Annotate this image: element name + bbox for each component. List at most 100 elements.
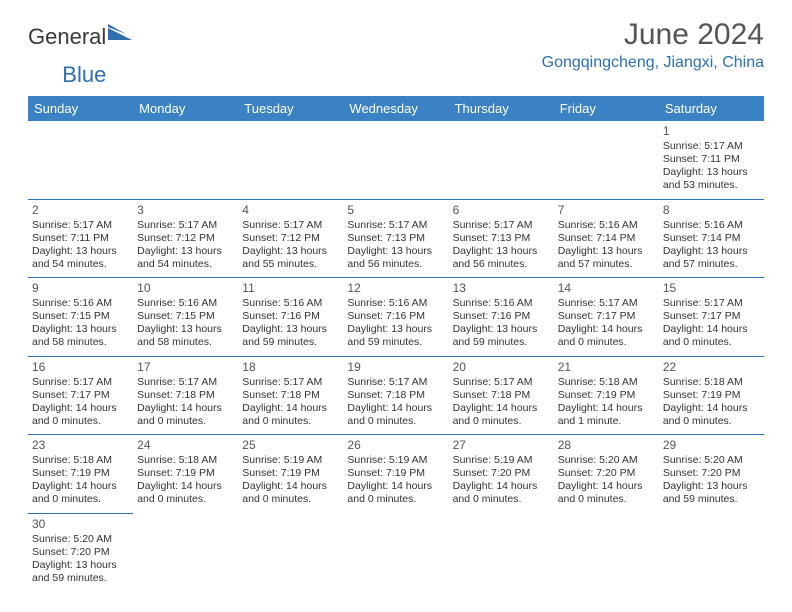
daylight-text: Daylight: 14 hours and 1 minute. xyxy=(558,402,655,428)
daylight-text: Daylight: 14 hours and 0 minutes. xyxy=(137,480,234,506)
sunset-text: Sunset: 7:19 PM xyxy=(242,467,339,480)
sunrise-text: Sunrise: 5:16 AM xyxy=(137,297,234,310)
logo: General xyxy=(28,18,136,50)
daylight-text: Daylight: 14 hours and 0 minutes. xyxy=(558,323,655,349)
day-number: 21 xyxy=(558,360,655,375)
sunrise-text: Sunrise: 5:16 AM xyxy=(558,219,655,232)
sunrise-text: Sunrise: 5:17 AM xyxy=(453,219,550,232)
calendar-cell: 8Sunrise: 5:16 AMSunset: 7:14 PMDaylight… xyxy=(659,199,764,278)
day-number: 9 xyxy=(32,281,129,296)
sunset-text: Sunset: 7:19 PM xyxy=(32,467,129,480)
sunset-text: Sunset: 7:18 PM xyxy=(347,389,444,402)
day-number: 23 xyxy=(32,438,129,453)
sunset-text: Sunset: 7:13 PM xyxy=(347,232,444,245)
calendar-cell: 23Sunrise: 5:18 AMSunset: 7:19 PMDayligh… xyxy=(28,435,133,514)
calendar-cell: 7Sunrise: 5:16 AMSunset: 7:14 PMDaylight… xyxy=(554,199,659,278)
calendar-cell: 15Sunrise: 5:17 AMSunset: 7:17 PMDayligh… xyxy=(659,278,764,357)
calendar-cell xyxy=(343,513,448,591)
day-header: Thursday xyxy=(449,96,554,121)
sunrise-text: Sunrise: 5:18 AM xyxy=(558,376,655,389)
day-number: 1 xyxy=(663,124,760,139)
sunrise-text: Sunrise: 5:17 AM xyxy=(663,140,760,153)
calendar-header-row: SundayMondayTuesdayWednesdayThursdayFrid… xyxy=(28,96,764,121)
sunrise-text: Sunrise: 5:20 AM xyxy=(663,454,760,467)
calendar-cell: 20Sunrise: 5:17 AMSunset: 7:18 PMDayligh… xyxy=(449,356,554,435)
calendar-cell: 14Sunrise: 5:17 AMSunset: 7:17 PMDayligh… xyxy=(554,278,659,357)
sunrise-text: Sunrise: 5:17 AM xyxy=(663,297,760,310)
day-number: 25 xyxy=(242,438,339,453)
sunset-text: Sunset: 7:18 PM xyxy=(242,389,339,402)
calendar-body: 1Sunrise: 5:17 AMSunset: 7:11 PMDaylight… xyxy=(28,121,764,591)
calendar-cell xyxy=(238,513,343,591)
day-number: 29 xyxy=(663,438,760,453)
day-number: 13 xyxy=(453,281,550,296)
sunset-text: Sunset: 7:11 PM xyxy=(663,153,760,166)
day-number: 6 xyxy=(453,203,550,218)
sunrise-text: Sunrise: 5:17 AM xyxy=(32,376,129,389)
daylight-text: Daylight: 14 hours and 0 minutes. xyxy=(558,480,655,506)
sunrise-text: Sunrise: 5:20 AM xyxy=(558,454,655,467)
day-number: 10 xyxy=(137,281,234,296)
calendar-cell: 3Sunrise: 5:17 AMSunset: 7:12 PMDaylight… xyxy=(133,199,238,278)
calendar-cell: 19Sunrise: 5:17 AMSunset: 7:18 PMDayligh… xyxy=(343,356,448,435)
sunset-text: Sunset: 7:20 PM xyxy=(663,467,760,480)
day-number: 12 xyxy=(347,281,444,296)
sunset-text: Sunset: 7:20 PM xyxy=(453,467,550,480)
daylight-text: Daylight: 14 hours and 0 minutes. xyxy=(453,402,550,428)
day-number: 11 xyxy=(242,281,339,296)
calendar-cell xyxy=(343,121,448,199)
daylight-text: Daylight: 13 hours and 57 minutes. xyxy=(663,245,760,271)
day-number: 16 xyxy=(32,360,129,375)
daylight-text: Daylight: 13 hours and 56 minutes. xyxy=(347,245,444,271)
calendar-table: SundayMondayTuesdayWednesdayThursdayFrid… xyxy=(28,96,764,591)
calendar-cell xyxy=(554,121,659,199)
day-number: 27 xyxy=(453,438,550,453)
day-number: 18 xyxy=(242,360,339,375)
calendar-week: 9Sunrise: 5:16 AMSunset: 7:15 PMDaylight… xyxy=(28,278,764,357)
daylight-text: Daylight: 14 hours and 0 minutes. xyxy=(663,402,760,428)
day-number: 30 xyxy=(32,517,129,532)
daylight-text: Daylight: 13 hours and 56 minutes. xyxy=(453,245,550,271)
sunset-text: Sunset: 7:19 PM xyxy=(663,389,760,402)
calendar-cell xyxy=(28,121,133,199)
calendar-cell: 16Sunrise: 5:17 AMSunset: 7:17 PMDayligh… xyxy=(28,356,133,435)
calendar-cell xyxy=(449,121,554,199)
calendar-week: 30Sunrise: 5:20 AMSunset: 7:20 PMDayligh… xyxy=(28,513,764,591)
logo-text-main: General xyxy=(28,24,106,50)
day-header: Wednesday xyxy=(343,96,448,121)
sunset-text: Sunset: 7:14 PM xyxy=(663,232,760,245)
sunrise-text: Sunrise: 5:20 AM xyxy=(32,533,129,546)
sunset-text: Sunset: 7:11 PM xyxy=(32,232,129,245)
day-number: 7 xyxy=(558,203,655,218)
month-title: June 2024 xyxy=(542,18,764,52)
logo-text-accent: Blue xyxy=(62,62,106,88)
day-number: 22 xyxy=(663,360,760,375)
sunrise-text: Sunrise: 5:17 AM xyxy=(32,219,129,232)
sunrise-text: Sunrise: 5:19 AM xyxy=(453,454,550,467)
daylight-text: Daylight: 14 hours and 0 minutes. xyxy=(347,402,444,428)
sunset-text: Sunset: 7:16 PM xyxy=(347,310,444,323)
calendar-cell: 21Sunrise: 5:18 AMSunset: 7:19 PMDayligh… xyxy=(554,356,659,435)
calendar-week: 1Sunrise: 5:17 AMSunset: 7:11 PMDaylight… xyxy=(28,121,764,199)
calendar-cell: 6Sunrise: 5:17 AMSunset: 7:13 PMDaylight… xyxy=(449,199,554,278)
daylight-text: Daylight: 13 hours and 59 minutes. xyxy=(32,559,129,585)
sunset-text: Sunset: 7:15 PM xyxy=(32,310,129,323)
day-number: 3 xyxy=(137,203,234,218)
title-block: June 2024 Gongqingcheng, Jiangxi, China xyxy=(542,18,764,72)
daylight-text: Daylight: 13 hours and 59 minutes. xyxy=(347,323,444,349)
day-header: Saturday xyxy=(659,96,764,121)
sunrise-text: Sunrise: 5:17 AM xyxy=(453,376,550,389)
calendar-cell: 18Sunrise: 5:17 AMSunset: 7:18 PMDayligh… xyxy=(238,356,343,435)
sunset-text: Sunset: 7:18 PM xyxy=(137,389,234,402)
sunset-text: Sunset: 7:19 PM xyxy=(137,467,234,480)
sunset-text: Sunset: 7:15 PM xyxy=(137,310,234,323)
calendar-cell: 12Sunrise: 5:16 AMSunset: 7:16 PMDayligh… xyxy=(343,278,448,357)
calendar-cell xyxy=(133,513,238,591)
sunset-text: Sunset: 7:12 PM xyxy=(242,232,339,245)
sunset-text: Sunset: 7:19 PM xyxy=(558,389,655,402)
sunrise-text: Sunrise: 5:19 AM xyxy=(242,454,339,467)
daylight-text: Daylight: 14 hours and 0 minutes. xyxy=(663,323,760,349)
sunrise-text: Sunrise: 5:16 AM xyxy=(32,297,129,310)
sunset-text: Sunset: 7:17 PM xyxy=(558,310,655,323)
daylight-text: Daylight: 13 hours and 54 minutes. xyxy=(137,245,234,271)
